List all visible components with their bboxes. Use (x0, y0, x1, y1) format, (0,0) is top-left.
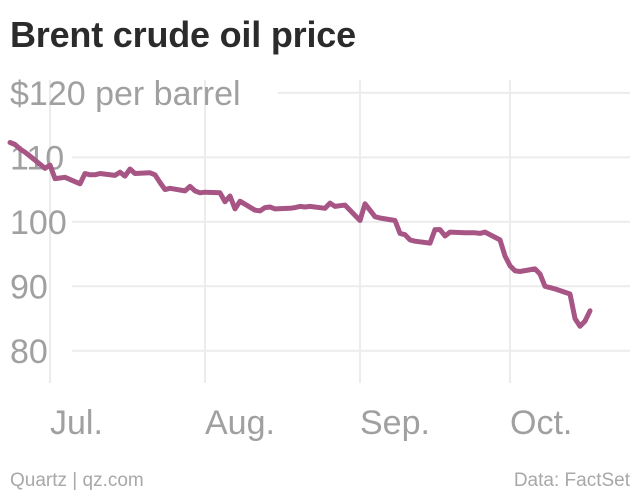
x-tick-label: Jul. (50, 404, 103, 442)
footer-credit: Quartz | qz.com (10, 470, 144, 491)
y-tick-label: 80 (10, 333, 48, 371)
x-tick-label: Oct. (510, 404, 572, 442)
grid-layer (49, 80, 630, 383)
y-tick-label: 100 (10, 204, 67, 242)
y-tick-label: $120 per barrel (10, 75, 241, 113)
chart-title: Brent crude oil price (10, 14, 356, 55)
series-layer (7, 140, 593, 329)
footer-source: Data: FactSet (513, 470, 630, 491)
x-tick-label: Aug. (205, 404, 275, 442)
series-line (7, 140, 593, 329)
x-tick-label: Sep. (360, 404, 430, 442)
y-tick-label: 90 (10, 268, 48, 306)
x-tick-labels: Jul. Aug. Sep. Oct. (50, 404, 572, 442)
